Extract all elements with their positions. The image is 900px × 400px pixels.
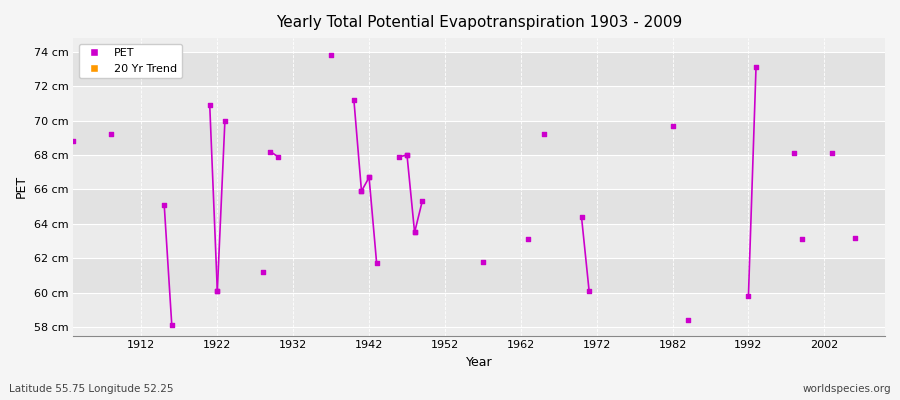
Point	[400, 152, 414, 158]
Bar	[73, 86, 885, 121]
Bar	[73, 52, 885, 86]
Point	[362, 174, 376, 180]
Point	[157, 202, 171, 208]
Point	[787, 150, 801, 156]
Title: Yearly Total Potential Evapotranspiration 1903 - 2009: Yearly Total Potential Evapotranspiratio…	[276, 15, 682, 30]
Point	[362, 174, 376, 180]
Point	[408, 229, 422, 236]
Point	[66, 138, 80, 144]
Point	[355, 188, 369, 194]
Bar	[73, 224, 885, 258]
Bar	[73, 258, 885, 292]
Point	[521, 236, 535, 242]
Point	[256, 269, 270, 275]
Point	[742, 293, 756, 299]
Point	[680, 317, 695, 323]
Point	[263, 148, 277, 155]
Bar	[73, 121, 885, 155]
Point	[415, 198, 429, 205]
Point	[574, 214, 589, 220]
Point	[355, 188, 369, 194]
Point	[104, 131, 118, 138]
Point	[848, 234, 862, 241]
Point	[749, 64, 763, 70]
Point	[202, 102, 217, 108]
Point	[795, 236, 809, 242]
Point	[210, 288, 224, 294]
Point	[271, 154, 285, 160]
Point	[392, 154, 407, 160]
Point	[582, 288, 597, 294]
Point	[476, 258, 491, 265]
Point	[324, 52, 338, 58]
X-axis label: Year: Year	[466, 356, 492, 369]
Point	[400, 152, 414, 158]
Point	[408, 229, 422, 236]
Point	[218, 118, 232, 124]
Bar	[73, 190, 885, 224]
Y-axis label: PET: PET	[15, 175, 28, 198]
Legend: PET, 20 Yr Trend: PET, 20 Yr Trend	[78, 44, 182, 78]
Bar	[73, 155, 885, 190]
Bar	[73, 292, 885, 327]
Text: worldspecies.org: worldspecies.org	[803, 384, 891, 394]
Point	[346, 97, 361, 103]
Point	[210, 288, 224, 294]
Point	[824, 150, 839, 156]
Point	[165, 322, 179, 328]
Point	[665, 123, 680, 129]
Point	[536, 131, 551, 138]
Point	[370, 260, 384, 266]
Text: Latitude 55.75 Longitude 52.25: Latitude 55.75 Longitude 52.25	[9, 384, 174, 394]
